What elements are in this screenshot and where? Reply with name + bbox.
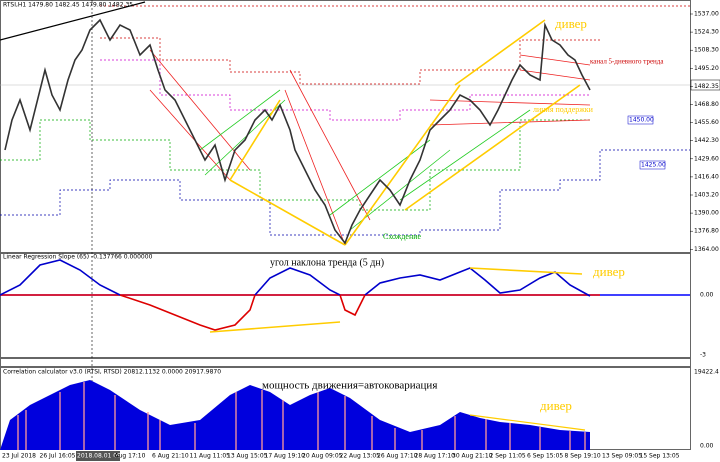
price-label: 1537.00 xyxy=(694,11,719,18)
crosshair-time-box xyxy=(76,451,120,461)
panel-frames xyxy=(0,0,691,450)
support-label: линия поддержки xyxy=(533,105,594,114)
time-label: 13 Aug 15:05 xyxy=(227,453,268,460)
price-label: 1376.80 xyxy=(694,228,719,235)
time-label: 2 Sep 11:05 xyxy=(490,453,526,460)
correlation-stripes xyxy=(17,382,586,450)
price-series xyxy=(4,18,591,245)
main-header: RTSI,H1 1479.80 1482.45 1479.80 1482.35 xyxy=(3,2,133,9)
convergence-label: Схождение xyxy=(383,232,422,241)
time-label: 23 Jul 2018 xyxy=(2,453,36,460)
time-label: 26 Jul 16:05 xyxy=(40,453,76,460)
corr-diver-line xyxy=(469,414,586,431)
time-label: 26 Aug 17:10 xyxy=(377,453,418,460)
slope-negative xyxy=(119,294,366,331)
time-label: 28 Aug 17:10 xyxy=(415,453,456,460)
slope-diver: дивер xyxy=(593,264,625,279)
price-label: 1455.60 xyxy=(694,119,719,126)
time-label: Aug 17:10 xyxy=(115,453,146,460)
time-label: 20 Aug 09:05 xyxy=(302,453,343,460)
price-label: 1508.30 xyxy=(694,47,719,54)
time-label: 30 Aug 21:10 xyxy=(452,453,493,460)
price-label: 1495.20 xyxy=(694,65,719,72)
level-box-label: 1425.00 xyxy=(641,162,666,169)
price-label: 1390.00 xyxy=(694,210,719,217)
slope-header: Linear Regression Slope (65) -0.137766 0… xyxy=(3,254,153,261)
price-label: 1468.80 xyxy=(694,101,719,108)
slope-bottom-label: -3 xyxy=(700,352,706,359)
corr-diver: дивер xyxy=(540,398,572,413)
bid-box xyxy=(690,79,720,91)
time-label: 11 Aug 11:05 xyxy=(190,453,231,460)
level-boxes xyxy=(627,115,666,170)
corr-top-label: 19422.4 xyxy=(694,369,719,376)
time-label: 15 Sep 13:05 xyxy=(640,453,680,460)
corr-annotation: мощность движения=автоковариация xyxy=(262,380,437,392)
corr-header: Correlation calculator v3.0 (RTSI, RTSD)… xyxy=(3,369,221,376)
diver-lines xyxy=(209,267,583,333)
corr-zero-label: 0.00 xyxy=(700,443,714,450)
price-label: 1416.40 xyxy=(694,173,719,180)
price-label: 1524.30 xyxy=(694,29,719,36)
time-label: 6 Aug 21:10 xyxy=(152,453,189,460)
time-label: 6 Sep 15:05 xyxy=(527,453,563,460)
diver-label: дивер xyxy=(555,16,587,31)
level-box-label: 1450.00 xyxy=(629,117,654,124)
time-label: 13 Sep 09:05 xyxy=(602,453,642,460)
price-label: 1403.20 xyxy=(694,192,719,199)
trend-channels xyxy=(0,1,591,246)
slope-annotation: угол наклона тренда (5 дн) xyxy=(270,257,384,268)
time-label: 22 Aug 13:05 xyxy=(340,453,381,460)
price-label: 1429.60 xyxy=(694,155,719,162)
price-label: 1442.30 xyxy=(694,137,719,144)
price-label: 1364.00 xyxy=(694,246,719,253)
time-label: 2018.08.01 09:00 xyxy=(77,453,131,460)
time-label: 17 Aug 19:10 xyxy=(265,453,306,460)
price-label: 1482.35 xyxy=(694,83,719,90)
time-label: 8 Sep 19:10 xyxy=(565,453,601,460)
slope-zero-label: 0.00 xyxy=(700,292,714,299)
channel-label: канал 5-дневного тренда xyxy=(590,58,664,66)
